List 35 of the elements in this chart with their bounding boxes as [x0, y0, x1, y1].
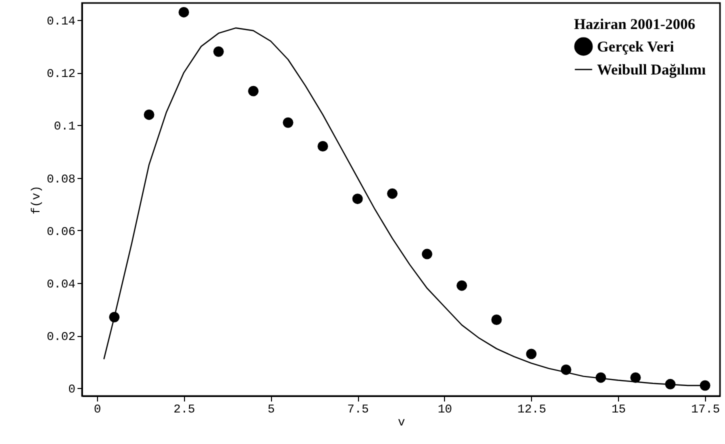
legend-title: Haziran 2001-2006 [574, 17, 696, 33]
point [456, 280, 468, 291]
point [422, 248, 432, 260]
point [526, 348, 537, 360]
y-tick-label: 0.12 [46, 67, 76, 82]
y-tick-label: 0.04 [46, 277, 76, 292]
point [630, 372, 641, 383]
point [178, 6, 190, 18]
y-tick-label: 0 [68, 382, 76, 397]
point [248, 86, 259, 96]
x-tick-label: 10 [438, 402, 452, 416]
x-tick-label: 2.5 [174, 402, 196, 416]
x-axis-title: v [398, 416, 406, 430]
y-tick-label: 0.08 [46, 172, 76, 186]
y-tick-label: 0.02 [46, 330, 76, 344]
y-tick-label: 0.14 [46, 14, 76, 29]
x-tick-label: 12.5 [517, 402, 546, 416]
y-axis-title: f(v) [30, 186, 44, 214]
point [387, 188, 398, 199]
point [318, 141, 328, 152]
legend-label: Weibull Dağılımı [597, 62, 706, 78]
x-tick-label: 0 [94, 402, 102, 416]
point [213, 46, 224, 57]
point [491, 314, 502, 325]
point [282, 117, 294, 128]
x-tick-label: 7.5 [347, 402, 369, 416]
x-tick-label: 17.5 [691, 402, 720, 416]
x-tick-label: 5 [268, 402, 275, 416]
legend-label: Gerçek Veri [597, 40, 674, 56]
y-tick-label: 0.1 [54, 120, 76, 134]
point [352, 194, 363, 204]
x-tick-label: 15 [611, 402, 626, 416]
point [144, 109, 154, 120]
y-tick-label: 0.06 [46, 224, 76, 239]
point [700, 380, 710, 391]
